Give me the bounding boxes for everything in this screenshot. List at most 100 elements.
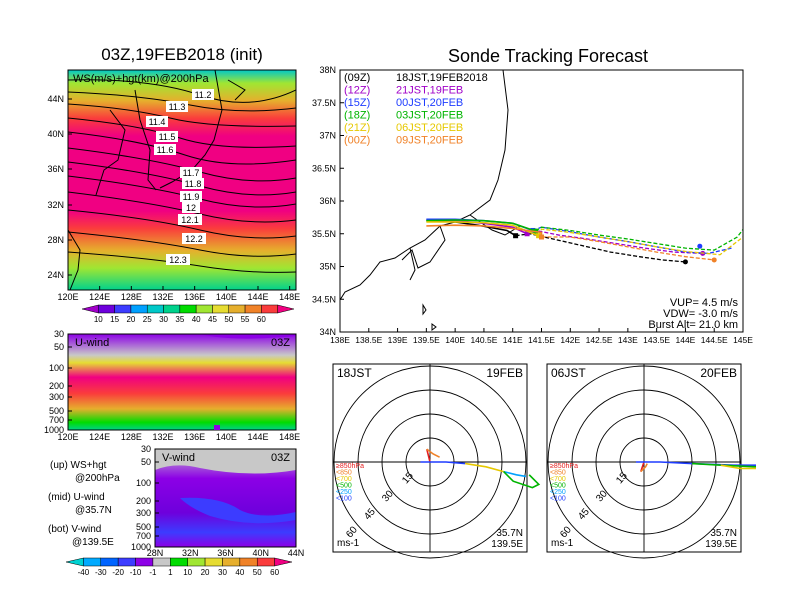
lat-tick-label: 44N <box>47 94 64 104</box>
lon-tick-label: 144.5E <box>701 335 728 345</box>
colorbar-swatch <box>256 557 275 567</box>
hodograph-trace <box>465 462 504 473</box>
lon-tick-label: 120E <box>57 292 78 302</box>
ws-map-frame <box>67 69 297 291</box>
hodograph-trace <box>503 470 527 478</box>
colorbar-tick-label: 10 <box>94 315 103 324</box>
pressure-tick-label: 500 <box>136 522 151 532</box>
lon-tick-label: 132E <box>152 292 173 302</box>
contour-label: 12.2 <box>185 234 203 244</box>
param-vup: VUP= 4.5 m/s <box>670 297 739 309</box>
hodograph-date: 20FEB <box>700 366 737 380</box>
colorbar-tick-label: 30 <box>218 568 227 577</box>
tracking-panel: 138E 138.5E 139E 139.5E 140E 140.5E 141E 141.5E… <box>312 65 753 345</box>
hodograph-unit: ms-1 <box>337 538 360 549</box>
colorbar-tick-label: -30 <box>95 568 107 577</box>
panel-notes: (up) WS+hgt @200hPa (mid) U-wind @35.7N … <box>48 460 120 548</box>
colorbar-tick-label: 1 <box>168 568 173 577</box>
landing-marker <box>682 259 688 265</box>
tracking-lat-ticks: 38N 37.5N 37N 36.5N 36N 35.5N 35N 34.5N 34N <box>312 65 344 337</box>
pressure-tick-label: 300 <box>49 392 64 402</box>
v-wind-frame <box>154 448 297 548</box>
lon-tick-label: 144E <box>247 432 268 442</box>
lat-tick-label: 34N <box>319 327 336 337</box>
colorbar-swatch <box>163 304 181 314</box>
note-line: @200hPa <box>75 473 120 484</box>
contour-label: 11.9 <box>183 192 200 202</box>
colorbar-swatch <box>83 557 102 567</box>
contour-label: 12.1 <box>181 215 199 225</box>
lon-tick-label: 124E <box>89 432 110 442</box>
colorbar-swatch <box>65 557 84 567</box>
colorbar-tick-label: -20 <box>112 568 124 577</box>
hodograph-trace <box>426 448 440 458</box>
param-burst: Burst Alt= 21.0 km <box>648 319 738 331</box>
lat-tick-label: 24N <box>47 270 64 280</box>
hodograph-time: 06JST <box>551 366 586 380</box>
colorbar-tick-label: 20 <box>201 568 210 577</box>
legend-utc: (15Z) <box>344 97 370 109</box>
level-legend: <100 <box>550 496 566 503</box>
tracking-legend: (09Z) 18JST,19FEB2018 (12Z) 21JST,19FEB (15Z… <box>344 72 488 147</box>
note-line: @35.7N <box>75 505 112 516</box>
colorbar-swatch <box>130 304 148 314</box>
lat-tick-label: 36.5N <box>312 163 336 173</box>
ws-map-lat-ticks: 44N 40N 36N 32N 28N 24N <box>47 94 72 280</box>
colorbar-swatch <box>152 557 171 567</box>
lon-tick-label: 128E <box>121 292 142 302</box>
level-legend: <250 <box>336 489 352 496</box>
track-line-descent <box>538 228 743 256</box>
colorbar-tick-label: 10 <box>183 568 192 577</box>
v-wind-time: 03Z <box>271 452 290 464</box>
lon-tick-label: 138E <box>330 335 350 345</box>
hodograph-trace <box>503 471 541 489</box>
legend-utc: (21Z) <box>344 122 370 134</box>
colorbar-swatch <box>228 304 246 314</box>
ws-contour-labels: 11.2 11.3 11.4 11.5 11.6 11.7 11.8 11.9 … <box>146 89 214 265</box>
pressure-tick-label: 300 <box>136 508 151 518</box>
level-legend: <700 <box>336 476 352 483</box>
lat-tick-label: 32N <box>182 548 199 558</box>
landing-marker <box>711 257 717 263</box>
level-legend: <100 <box>336 496 352 503</box>
hodograph-lon: 139.5E <box>705 539 737 550</box>
lon-tick-label: 128E <box>121 432 142 442</box>
level-legend: <250 <box>550 489 566 496</box>
track-line-descent <box>535 226 743 251</box>
colorbar-swatch <box>98 304 115 314</box>
colorbar-swatch <box>114 304 132 314</box>
legend-jst: 21JST,19FEB <box>396 85 463 97</box>
lat-tick-label: 28N <box>47 235 64 245</box>
tracking-lon-ticks: 138E 138.5E 139E 139.5E 140E 140.5E 141E 141.5E… <box>330 328 753 345</box>
lat-tick-label: 44N <box>288 548 305 558</box>
note-line: (mid) U-wind <box>48 492 105 503</box>
note-line: @139.5E <box>72 537 114 548</box>
colorbar-tick-label: 15 <box>110 315 119 324</box>
colorbar-swatch <box>135 557 154 567</box>
u-wind-time: 03Z <box>271 337 290 349</box>
contour-label: 11.2 <box>195 90 212 100</box>
colorbar-tick-label: -10 <box>130 568 142 577</box>
level-legend: <850 <box>550 470 566 477</box>
colorbar-tick-label: 50 <box>224 315 233 324</box>
burst-marker <box>536 233 542 239</box>
pressure-tick-label: 1000 <box>44 425 64 435</box>
contour-label: 11.3 <box>169 102 186 112</box>
right-title: Sonde Tracking Forecast <box>448 46 648 66</box>
contour-label: 11.5 <box>159 132 176 142</box>
lat-tick-label: 35.5N <box>312 229 336 239</box>
ws-map-lon-ticks: 120E 124E 128E 132E 136E 140E 144E 148E <box>57 286 300 302</box>
hodograph-date: 19FEB <box>486 366 523 380</box>
pressure-tick-label: 1000 <box>131 542 151 552</box>
colorbar-swatch <box>222 557 241 567</box>
level-legend: <850 <box>336 470 352 477</box>
note-line: (up) WS+hgt <box>50 460 107 471</box>
contour-label: 11.6 <box>157 145 174 155</box>
legend-utc: (09Z) <box>344 72 370 84</box>
colorbar-swatch <box>244 304 262 314</box>
lat-tick-label: 34.5N <box>312 294 336 304</box>
hodograph-trace <box>426 449 431 463</box>
lon-tick-label: 140E <box>216 292 237 302</box>
